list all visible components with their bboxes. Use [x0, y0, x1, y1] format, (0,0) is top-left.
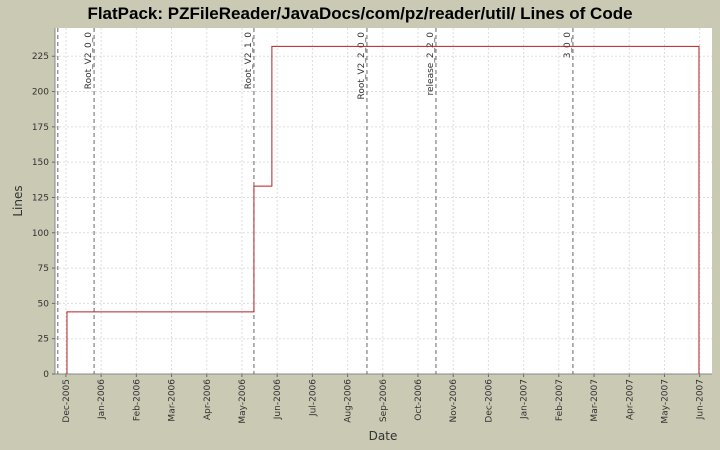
x-tick-label: Jul-2006 [308, 379, 318, 417]
x-tick-label: Mar-2006 [168, 379, 178, 422]
x-tick-label: May-2007 [660, 379, 670, 424]
x-tick-label: Dec-2006 [484, 379, 494, 423]
x-tick-label: Sep-2006 [379, 379, 389, 422]
x-tick-label: Oct-2006 [414, 379, 424, 421]
y-tick-label: 0 [43, 370, 49, 380]
x-axis-label: Date [369, 429, 398, 443]
x-tick-label: Jun-2007 [696, 379, 706, 420]
x-tick-label: Nov-2006 [449, 379, 459, 423]
version-label: Root_V2_1_0 [244, 32, 254, 89]
x-tick-label: Feb-2006 [132, 379, 142, 421]
y-tick-label: 200 [32, 88, 49, 98]
x-tick-label: Jan-2006 [97, 379, 107, 420]
x-tick-label: Aug-2006 [344, 379, 354, 423]
plot-area [55, 28, 712, 374]
x-tick-label: Jun-2006 [273, 379, 283, 420]
x-tick-label: Dec-2005 [62, 379, 72, 423]
version-label: release_2_2_0 [426, 32, 436, 96]
x-tick-label: Feb-2007 [555, 379, 565, 421]
x-tick-label: Apr-2006 [203, 379, 213, 420]
y-tick-label: 100 [32, 229, 49, 239]
x-tick-label: Mar-2007 [590, 379, 600, 422]
y-axis-label: Lines [11, 185, 25, 216]
y-tick-label: 125 [32, 193, 49, 203]
version-label: Root_V2_0_0 [84, 32, 94, 89]
y-tick-label: 25 [38, 335, 49, 345]
y-tick-label: 75 [38, 264, 49, 274]
x-tick-label: Jan-2007 [520, 379, 530, 420]
chart-title: FlatPack: PZFileReader/JavaDocs/com/pz/r… [87, 4, 632, 23]
y-tick-label: 150 [32, 158, 49, 168]
x-tick-label: May-2006 [238, 379, 248, 424]
data-line [66, 45, 700, 374]
y-tick-label: 50 [38, 299, 50, 309]
x-tick-label: Apr-2007 [625, 379, 635, 420]
y-tick-label: 225 [32, 52, 49, 62]
y-tick-label: 175 [32, 123, 49, 133]
version-label: 3_0_0 [563, 32, 573, 58]
version-label: Root_V2_2_0_0 [357, 32, 367, 100]
